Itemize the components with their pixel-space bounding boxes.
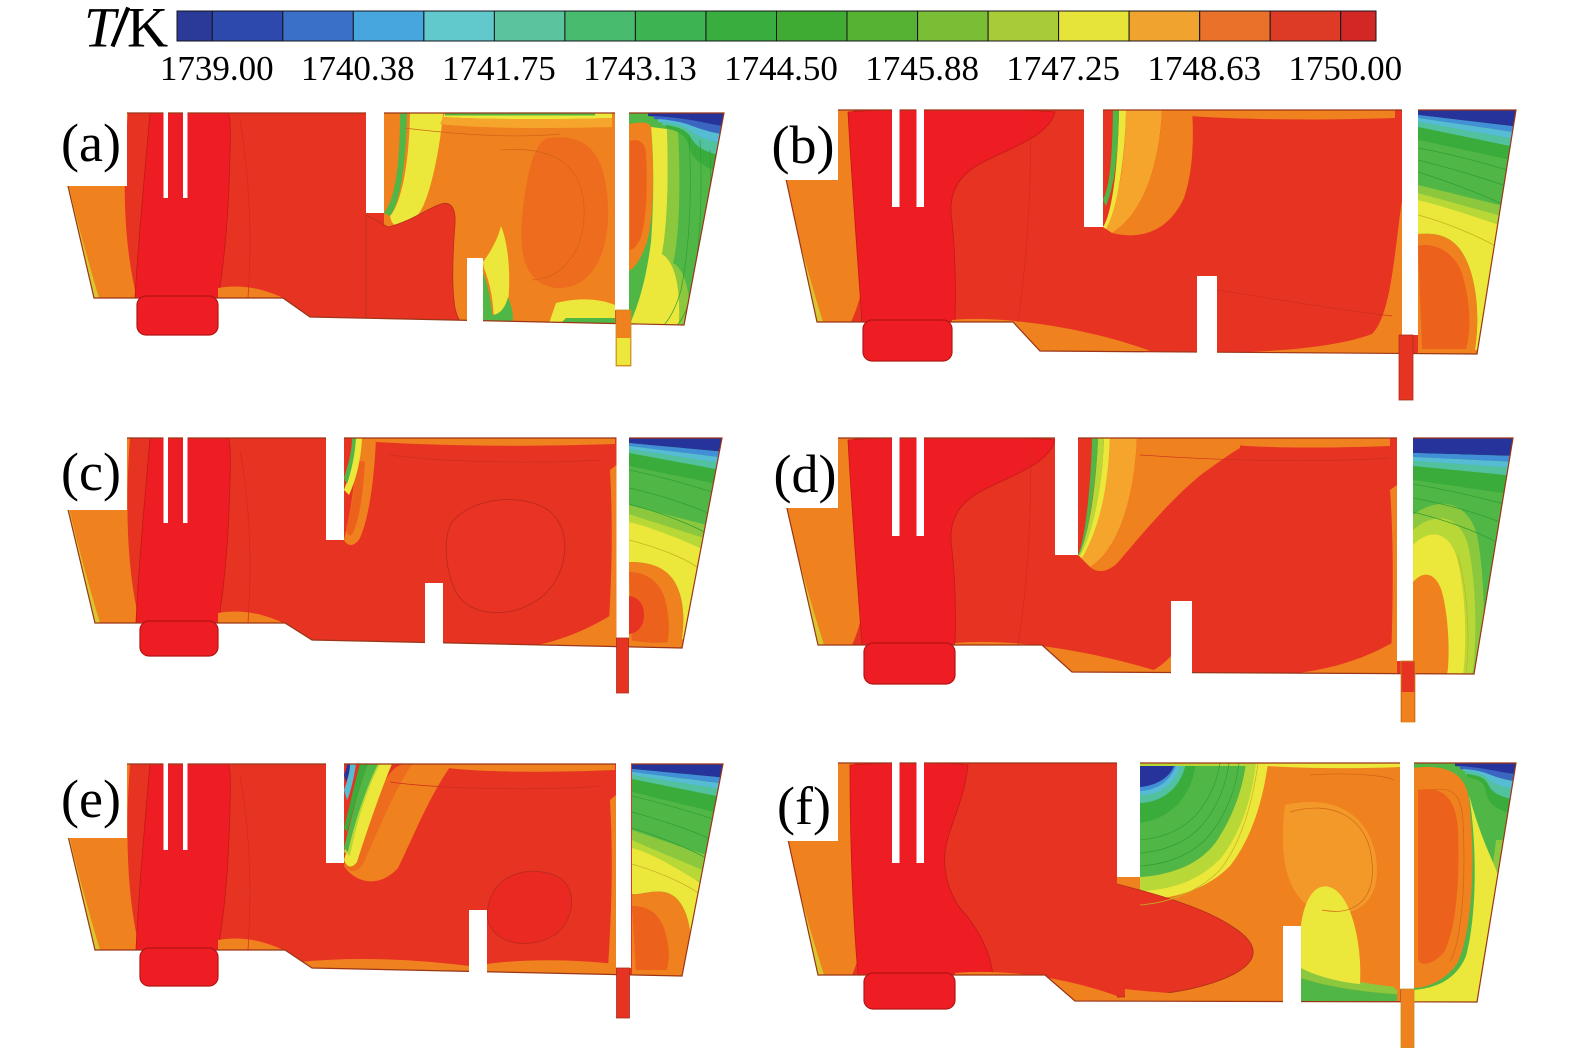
svg-text:(c): (c) <box>61 442 121 502</box>
svg-text:T: T <box>84 0 120 59</box>
svg-text:1750.00: 1750.00 <box>1288 49 1402 88</box>
svg-text:(b): (b) <box>772 115 835 175</box>
svg-text:(d): (d) <box>774 444 837 504</box>
svg-text:1739.00: 1739.00 <box>160 49 274 88</box>
svg-text:1747.25: 1747.25 <box>1006 49 1120 88</box>
svg-text:(a): (a) <box>61 113 121 173</box>
svg-text:1743.13: 1743.13 <box>583 49 697 88</box>
svg-text:(e): (e) <box>61 769 121 829</box>
svg-text:1741.75: 1741.75 <box>442 49 556 88</box>
svg-text:(f): (f) <box>777 776 831 836</box>
svg-text:1748.63: 1748.63 <box>1147 49 1261 88</box>
svg-text:K: K <box>127 0 168 59</box>
svg-text:1740.38: 1740.38 <box>301 49 415 88</box>
svg-text:1745.88: 1745.88 <box>865 49 979 88</box>
svg-text:1744.50: 1744.50 <box>724 49 838 88</box>
